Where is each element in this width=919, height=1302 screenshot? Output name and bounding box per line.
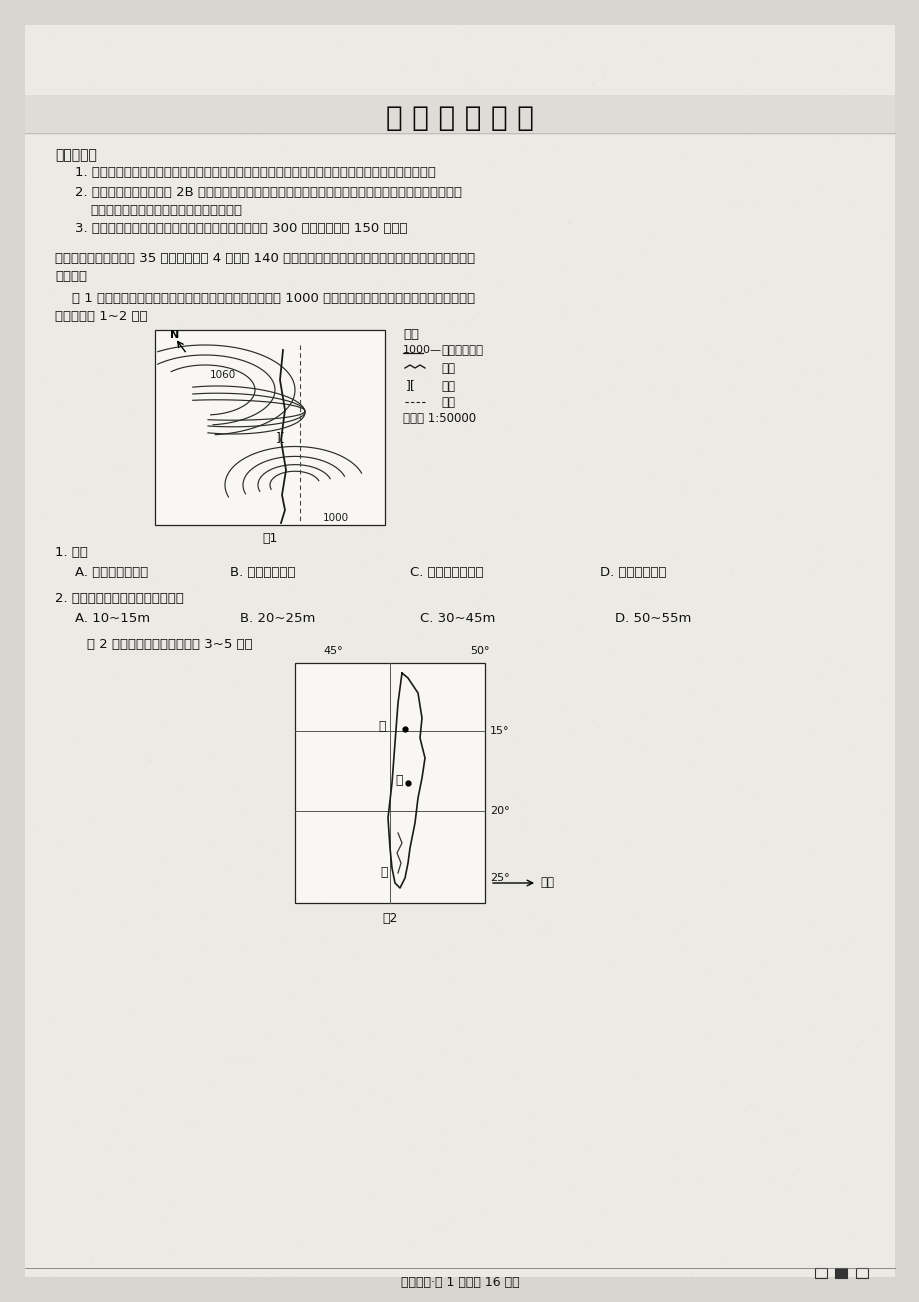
Text: N: N — [170, 329, 179, 340]
Text: 甲: 甲 — [378, 720, 385, 733]
Text: D. 桥梁跨越山脊: D. 桥梁跨越山脊 — [599, 566, 665, 579]
Text: 45°: 45° — [323, 646, 343, 656]
Bar — [855, 1268, 867, 1279]
Bar — [154, 329, 384, 525]
Text: 50°: 50° — [470, 646, 489, 656]
Text: 丙: 丙 — [394, 775, 403, 788]
Text: 1. 答题前，考生务必用黑色碳素笔将自己的姓名、准考证号、考场号、座位号在答题卡上填写清楚。: 1. 答题前，考生务必用黑色碳素笔将自己的姓名、准考证号、考场号、座位号在答题卡… — [75, 167, 436, 180]
Text: 河流: 河流 — [539, 876, 553, 889]
Text: 一、选择题（本大题共 35 小题，每小题 4 分，共 140 分。在每小题给出的四个选项中，只有一项是符合题目: 一、选择题（本大题共 35 小题，每小题 4 分，共 140 分。在每小题给出的… — [55, 251, 474, 264]
Text: C. 河流有凌汛现象: C. 河流有凌汛现象 — [410, 566, 483, 579]
Text: 图1: 图1 — [262, 533, 278, 546]
Text: 读图，完成 1~2 题。: 读图，完成 1~2 题。 — [55, 310, 147, 323]
Text: 文科综合·第 1 页（共 16 页）: 文科综合·第 1 页（共 16 页） — [401, 1276, 518, 1289]
Text: 1000—: 1000— — [403, 345, 442, 355]
Bar — [25, 95, 894, 135]
Text: A. 10~15m: A. 10~15m — [75, 612, 150, 625]
Text: 图2: 图2 — [382, 913, 397, 926]
Text: 25°: 25° — [490, 874, 509, 883]
Text: A. 河流自西流向东: A. 河流自西流向东 — [75, 566, 148, 579]
Text: 比例尺 1:50000: 比例尺 1:50000 — [403, 411, 476, 424]
Text: 2. 每小题选出答案后，用 2B 铅笔把答题卡上对应题目的答案标号涂黑。如需改动，用橡皮擦干净后，再: 2. 每小题选出答案后，用 2B 铅笔把答题卡上对应题目的答案标号涂黑。如需改动… — [75, 185, 461, 198]
Text: 2. 此时船与桥面的相对高度可能在: 2. 此时船与桥面的相对高度可能在 — [55, 591, 184, 604]
Text: D. 50~55m: D. 50~55m — [614, 612, 690, 625]
Text: 桥梁: 桥梁 — [440, 379, 455, 392]
Text: 图 1 为我国某地局部等高线地形图，图中桥梁桥面海拔约 1000 米，此时正好有一艘船行驶在桥下河面上。: 图 1 为我国某地局部等高线地形图，图中桥梁桥面海拔约 1000 米，此时正好有… — [55, 292, 474, 305]
Text: 注意事项：: 注意事项： — [55, 148, 96, 161]
Text: 隧道: 隧道 — [440, 396, 455, 409]
Text: B. 隧道穿过山脊: B. 隧道穿过山脊 — [230, 566, 295, 579]
Text: 河流: 河流 — [440, 362, 455, 375]
Text: 选涂其他答案标号。在试题卷上作答无效。: 选涂其他答案标号。在试题卷上作答无效。 — [90, 203, 242, 216]
Text: ][: ][ — [405, 379, 415, 392]
Text: 3. 考试结束后，请将本试卷和答题卡一并交回。满分 300 分，考试用时 150 分钟。: 3. 考试结束后，请将本试卷和答题卡一并交回。满分 300 分，考试用时 150… — [75, 223, 407, 236]
Text: 文 科 综 合 试 卷: 文 科 综 合 试 卷 — [386, 104, 533, 132]
Bar — [814, 1268, 826, 1279]
Text: 图 2 为某岛略图。读图，完成 3~5 题。: 图 2 为某岛略图。读图，完成 3~5 题。 — [70, 638, 253, 651]
Bar — [834, 1268, 846, 1279]
Text: 1060: 1060 — [210, 370, 236, 380]
Text: 要求的）: 要求的） — [55, 270, 87, 283]
Text: B. 20~25m: B. 20~25m — [240, 612, 315, 625]
Text: ][: ][ — [276, 431, 286, 444]
Text: 等高线（米）: 等高线（米） — [440, 344, 482, 357]
Text: 1. 图中: 1. 图中 — [55, 547, 88, 560]
Text: 图例: 图例 — [403, 328, 418, 341]
Bar — [295, 663, 484, 904]
Text: 15°: 15° — [490, 727, 509, 736]
Text: 乙: 乙 — [380, 867, 387, 879]
Text: 20°: 20° — [490, 806, 509, 816]
Text: 1000: 1000 — [323, 513, 348, 523]
Text: C. 30~45m: C. 30~45m — [420, 612, 494, 625]
